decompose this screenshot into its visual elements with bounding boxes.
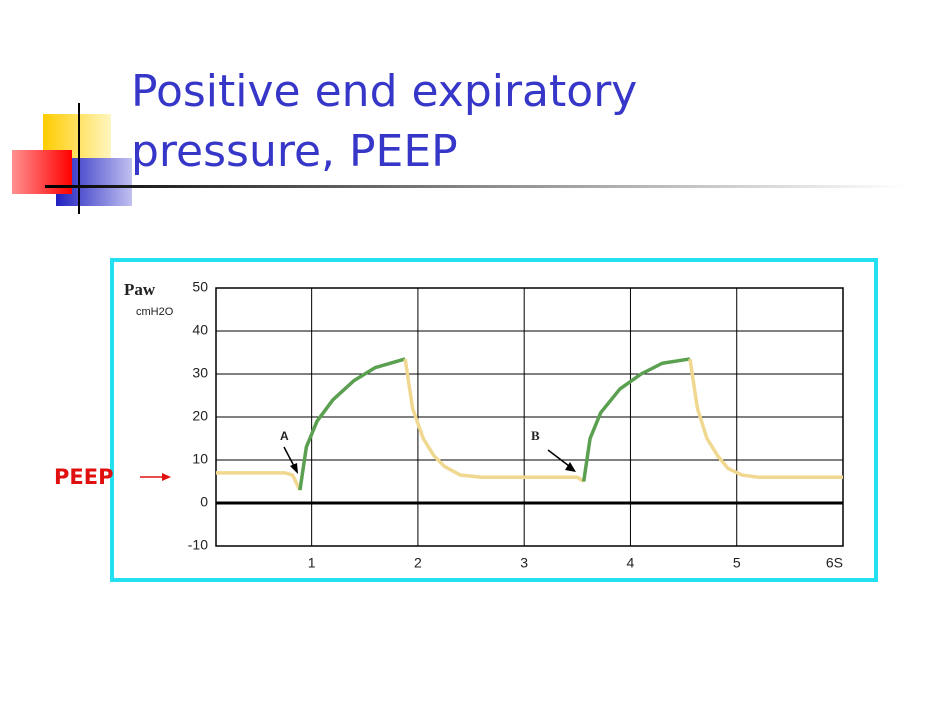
peep-label: PEEP [54, 465, 113, 489]
waveform [216, 471, 302, 491]
waveform [298, 357, 406, 491]
waveform [403, 358, 585, 483]
x-tick-label: 1 [308, 555, 316, 571]
peep-arrowhead [162, 473, 171, 481]
annotation: B [531, 428, 540, 443]
y-axis-label: Paw [124, 280, 156, 299]
x-tick-label: 3 [520, 555, 528, 571]
chart-frame [110, 258, 878, 582]
y-tick-label: 10 [192, 451, 208, 467]
x-tick-label: 2 [414, 555, 422, 571]
y-tick-label: 30 [192, 365, 208, 381]
y-tick-label: 0 [200, 494, 208, 510]
y-tick-label: 50 [192, 279, 208, 295]
waveform [688, 358, 843, 479]
slide-title: Positive end expiratory pressure, PEEP [131, 66, 638, 177]
x-tick-label: 4 [627, 555, 635, 571]
annotation: A [280, 429, 289, 443]
y-tick-label: 40 [192, 322, 208, 338]
annotation-arrow [547, 449, 570, 467]
y-tick-label: -10 [188, 537, 208, 553]
annotation-arrowhead [565, 462, 576, 472]
x-tick-label: 5 [733, 555, 741, 571]
waveform [581, 357, 691, 482]
y-tick-label: 20 [192, 408, 208, 424]
y-axis-unit: cmH2O [136, 306, 174, 318]
annotation-arrowhead [290, 463, 298, 474]
x-tick-label: 6S [826, 555, 843, 571]
title-rule [45, 185, 905, 188]
annotation-arrow [283, 446, 296, 469]
